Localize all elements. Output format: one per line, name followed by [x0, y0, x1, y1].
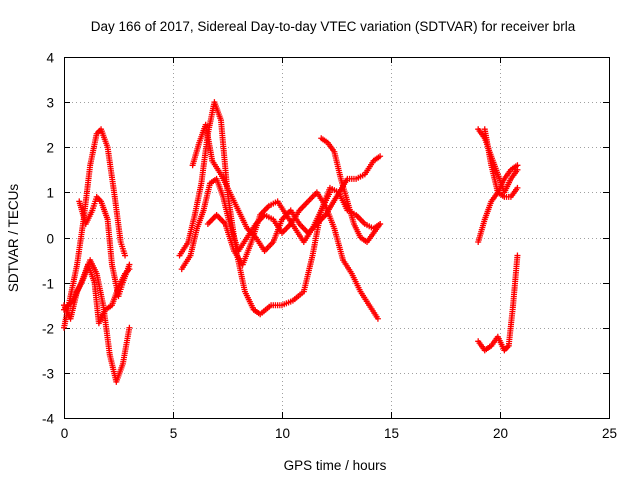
y-tick-label: 1: [46, 186, 54, 201]
x-tick-label: 15: [384, 426, 399, 441]
x-tick-label: 5: [170, 426, 178, 441]
chart-title: Day 166 of 2017, Sidereal Day-to-day VTE…: [91, 19, 576, 34]
series-arc-a: [61, 126, 129, 331]
series-arc-c: [61, 257, 133, 385]
data-point-marker: [377, 220, 384, 227]
y-tick-label: -1: [42, 277, 54, 292]
x-axis-label: GPS time / hours: [284, 458, 387, 473]
data-points: [61, 99, 521, 385]
y-axis-label: SDTVAR / TECUs: [6, 184, 21, 293]
data-point-marker: [126, 266, 133, 273]
data-point-marker: [514, 252, 521, 259]
y-tick-label: 4: [46, 51, 54, 66]
axis-ticks: 0 5 10 15 20 25 -4 -3 -2 -1 0 1 2 3 4: [42, 51, 617, 442]
series-arc-g: [189, 121, 384, 255]
data-point-marker: [514, 162, 521, 169]
series-arc-h: [204, 184, 384, 268]
y-tick-label: 0: [46, 232, 54, 247]
data-point-marker: [122, 252, 129, 259]
y-tick-label: -3: [42, 367, 54, 382]
y-tick-label: -4: [42, 412, 54, 427]
data-point-marker: [377, 153, 384, 160]
series-arc-e: [176, 99, 333, 318]
series-arc-d: [61, 261, 133, 327]
data-point-marker: [126, 324, 133, 331]
x-tick-label: 0: [61, 426, 69, 441]
y-tick-label: -2: [42, 322, 54, 337]
x-tick-label: 10: [275, 426, 290, 441]
series-arc-f: [178, 175, 381, 322]
series-arc-i: [318, 135, 384, 246]
series-arc-j: [475, 126, 521, 196]
data-point-marker: [374, 315, 381, 322]
series-arc-m: [475, 252, 521, 354]
series-arc-l: [481, 126, 521, 200]
y-tick-label: 2: [46, 141, 54, 156]
x-tick-label: 25: [602, 426, 617, 441]
data-point-marker: [514, 184, 521, 191]
x-tick-label: 20: [493, 426, 508, 441]
y-tick-label: 3: [46, 96, 54, 111]
